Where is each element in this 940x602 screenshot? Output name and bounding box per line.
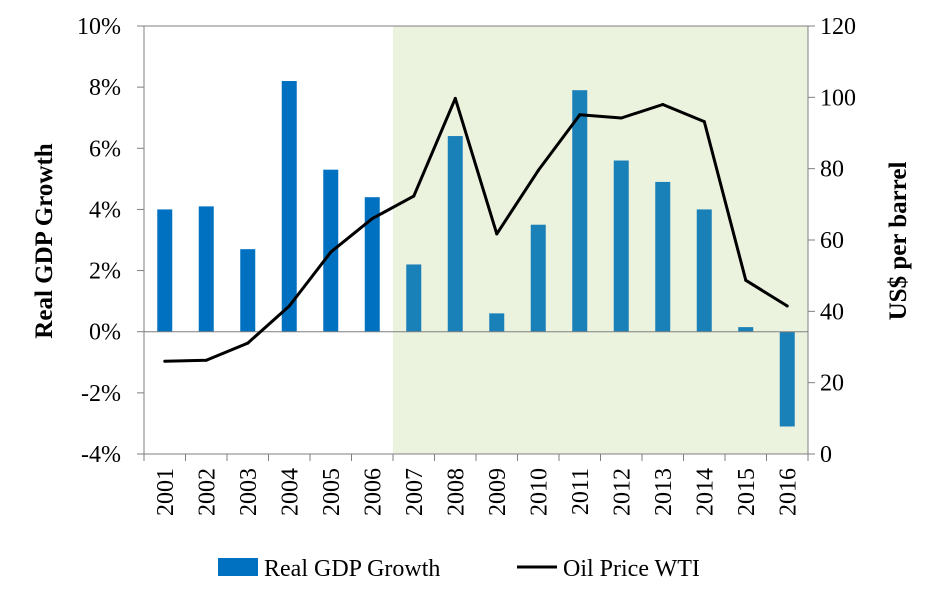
x-tick-label: 2001 xyxy=(153,468,179,516)
bar-gdp-2014 xyxy=(696,209,712,332)
bar-gdp-2010 xyxy=(530,224,546,332)
point-oil-2009 xyxy=(495,232,499,236)
y-right-tick-label: 20 xyxy=(820,371,844,397)
legend-label-oil: Oil Price WTI xyxy=(563,556,700,582)
x-tick-label: 2012 xyxy=(609,468,635,516)
point-oil-2002 xyxy=(204,358,208,362)
x-tick-label: 2002 xyxy=(194,468,220,516)
point-oil-2012 xyxy=(619,116,623,120)
point-oil-2001 xyxy=(163,359,167,363)
point-oil-2006 xyxy=(370,217,374,221)
line-series xyxy=(163,96,789,363)
point-oil-2008 xyxy=(453,96,457,100)
y-left-tick-label: 6% xyxy=(89,136,121,162)
y-left-tick-label: 0% xyxy=(89,320,121,346)
y-left-tick-label: -2% xyxy=(81,381,121,407)
y-left-tick-label: 4% xyxy=(89,197,121,223)
y-right-tick-label: 100 xyxy=(820,85,856,111)
x-tick-label: 2015 xyxy=(734,468,760,516)
y-left-tick-label: 10% xyxy=(77,14,121,40)
x-tick-label: 2007 xyxy=(402,468,428,516)
y-left-tick-label: 2% xyxy=(89,259,121,285)
x-tick-label: 2005 xyxy=(319,468,345,516)
bar-gdp-2009 xyxy=(489,313,505,332)
point-oil-2016 xyxy=(785,304,789,308)
bar-gdp-2008 xyxy=(447,136,463,332)
point-oil-2014 xyxy=(702,120,706,124)
x-tick-label: 2006 xyxy=(360,468,386,516)
point-oil-2010 xyxy=(536,168,540,172)
y-right-tick-label: 0 xyxy=(820,442,832,468)
point-oil-2005 xyxy=(329,250,333,254)
point-oil-2004 xyxy=(287,304,291,308)
bar-gdp-2013 xyxy=(655,181,671,332)
bar-gdp-2002 xyxy=(198,206,214,332)
point-oil-2013 xyxy=(661,102,665,106)
bar-gdp-2006 xyxy=(364,197,380,332)
y-right-tick-label: 80 xyxy=(820,157,844,183)
x-tick-label: 2003 xyxy=(236,468,262,516)
bar-gdp-2003 xyxy=(240,249,256,332)
legend-swatch-gdp xyxy=(218,558,258,576)
plot-frame xyxy=(137,25,815,461)
x-tick-label: 2004 xyxy=(277,468,303,516)
legend: Real GDP Growth Oil Price WTI xyxy=(218,556,700,582)
bar-series xyxy=(157,81,795,427)
y-axis-left-title: Real GDP Growth xyxy=(31,143,58,338)
point-oil-2011 xyxy=(578,113,582,117)
x-tick-label: 2013 xyxy=(651,468,677,516)
legend-label-gdp: Real GDP Growth xyxy=(264,556,440,582)
y-left-tick-label: -4% xyxy=(81,442,121,468)
bar-gdp-2012 xyxy=(613,160,629,332)
bar-gdp-2011 xyxy=(572,90,588,332)
bar-gdp-2007 xyxy=(406,264,422,332)
bar-gdp-2001 xyxy=(157,209,173,332)
tick-labels: -4% -2% 0% 2% 4% 6% 8% 10% 0 20 40 60 80 100 120 2001 20… xyxy=(77,14,856,516)
y-right-tick-label: 40 xyxy=(820,299,844,325)
point-oil-2003 xyxy=(246,341,250,345)
y-right-tick-label: 60 xyxy=(820,228,844,254)
x-tick-label: 2008 xyxy=(443,468,469,516)
x-tick-label: 2009 xyxy=(485,468,511,516)
x-tick-label: 2011 xyxy=(568,468,594,515)
y-left-tick-label: 8% xyxy=(89,75,121,101)
x-tick-label: 2010 xyxy=(526,468,552,516)
point-oil-2015 xyxy=(744,278,748,282)
y-axis-right-title: US$ per barrel xyxy=(885,162,912,321)
point-oil-2007 xyxy=(412,194,416,198)
bar-gdp-2015 xyxy=(738,327,754,332)
bar-gdp-2016 xyxy=(779,331,795,427)
x-tick-label: 2016 xyxy=(775,468,801,516)
y-right-tick-label: 120 xyxy=(820,14,856,40)
x-tick-label: 2014 xyxy=(692,468,718,516)
line-oil-price xyxy=(164,96,789,363)
bar-gdp-2004 xyxy=(281,81,297,332)
